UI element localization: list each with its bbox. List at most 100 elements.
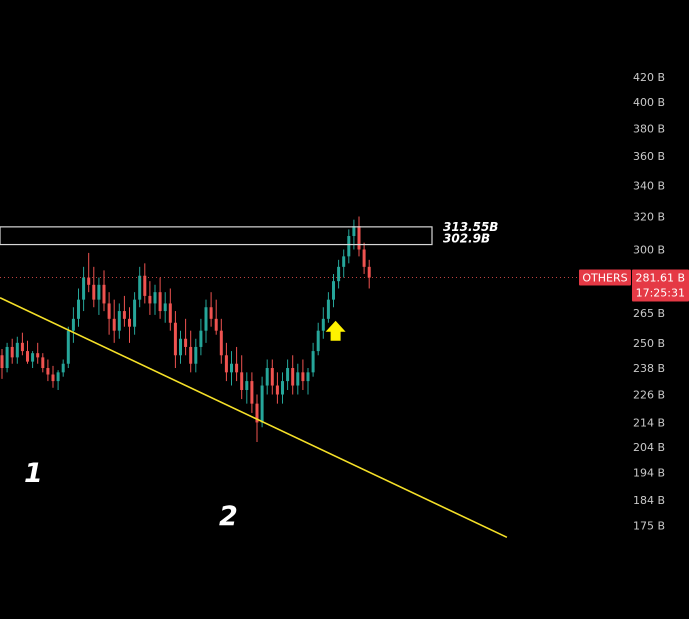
candle-body xyxy=(10,346,14,358)
price-tick-label: 400 B xyxy=(633,96,665,109)
price-tick-label: 194 B xyxy=(633,467,665,480)
candle-body xyxy=(133,299,137,327)
resistance-zone xyxy=(0,226,433,246)
candle-body xyxy=(179,338,182,356)
candle-body xyxy=(163,303,167,312)
candle-body xyxy=(321,318,325,331)
candle-body xyxy=(138,275,142,300)
candle-body xyxy=(270,368,274,386)
candle-body xyxy=(367,266,371,278)
candle-body xyxy=(102,284,106,304)
candle-body xyxy=(0,355,4,369)
candle-body xyxy=(291,368,295,386)
pivot-label-2: 2 xyxy=(219,501,238,532)
candle-body xyxy=(61,363,65,373)
symbol-badge xyxy=(579,269,631,286)
candles-layer xyxy=(0,216,371,442)
price-tick-label: 204 B xyxy=(633,441,665,454)
candle-body xyxy=(337,266,341,282)
candle-body xyxy=(326,299,330,319)
candle-body xyxy=(168,303,172,323)
price-axis[interactable]: 420 B 400 B 380 B 360 B 340 B 320 B 300 B 265 B… xyxy=(633,71,665,532)
candle-body xyxy=(66,330,70,364)
candle-body xyxy=(245,381,249,390)
candle-body xyxy=(41,357,45,369)
candle-body xyxy=(204,307,208,331)
candle-body xyxy=(184,338,188,347)
candle-body xyxy=(214,318,218,331)
candle-body xyxy=(173,322,177,356)
candle-body xyxy=(97,284,101,300)
countdown-label: 17:25:31 xyxy=(636,287,685,300)
candle-body xyxy=(362,249,366,267)
trendline xyxy=(0,297,508,539)
price-tick-label: 360 B xyxy=(633,150,665,163)
candle-body xyxy=(51,374,55,382)
price-tick-label: 214 B xyxy=(633,416,665,429)
candle-body xyxy=(265,368,269,386)
symbol-label: OTHERS xyxy=(582,272,627,285)
arrow-up-icon xyxy=(325,320,346,341)
zone-top-label: 313.55B xyxy=(443,220,498,234)
price-tick-label: 320 B xyxy=(633,210,665,223)
last-price-badge: OTHERS 281.61 B 17:25:31 xyxy=(579,269,689,302)
candle-body xyxy=(316,330,320,352)
candle-body xyxy=(275,385,279,395)
candle-body xyxy=(332,281,335,300)
candle-body xyxy=(357,226,361,250)
candle-body xyxy=(117,311,121,331)
candle-body xyxy=(311,351,315,373)
candle-body xyxy=(286,368,290,382)
candle-body xyxy=(189,346,193,364)
candle-body xyxy=(112,318,116,331)
price-tick-label: 238 B xyxy=(633,362,665,375)
price-tick-label: 380 B xyxy=(633,122,665,135)
price-tick-label: 184 B xyxy=(633,494,665,507)
price-tick-label: 175 B xyxy=(633,519,665,532)
candle-body xyxy=(224,355,228,373)
candle-body xyxy=(26,351,29,362)
candle-body xyxy=(92,284,96,300)
candle-body xyxy=(87,277,91,285)
candle-body xyxy=(153,292,157,304)
price-tick-label: 420 B xyxy=(633,71,665,84)
candle-body xyxy=(230,363,233,373)
last-price-label: 281.61 B xyxy=(635,272,685,285)
price-tick-label: 300 B xyxy=(633,243,665,256)
candle-body xyxy=(235,363,239,373)
candle-body xyxy=(281,381,284,395)
price-tick-label: 226 B xyxy=(633,389,665,402)
candle-body xyxy=(260,385,264,423)
candle-body xyxy=(56,372,60,382)
candle-body xyxy=(301,372,305,382)
zone-bottom-label: 302.9B xyxy=(443,232,490,246)
candle-body xyxy=(20,342,24,352)
candle-body xyxy=(342,256,346,267)
candle-body xyxy=(250,381,254,404)
candle-body xyxy=(5,346,9,369)
candle-body xyxy=(143,275,147,296)
price-tick-label: 340 B xyxy=(633,179,665,192)
candle-body xyxy=(71,318,75,331)
candle-body xyxy=(148,295,152,304)
candle-body xyxy=(77,299,80,319)
candle-body xyxy=(352,226,356,237)
candle-body xyxy=(296,372,300,386)
candle-body xyxy=(219,330,223,356)
candle-body xyxy=(122,311,126,319)
candle-body xyxy=(82,277,86,300)
candle-body xyxy=(306,372,310,382)
candle-body xyxy=(255,403,259,423)
candle-body xyxy=(15,342,19,358)
candle-body xyxy=(31,353,35,362)
candle-body xyxy=(36,353,40,358)
candle-body xyxy=(158,292,162,312)
candle-body xyxy=(347,236,351,257)
candle-body xyxy=(194,346,198,364)
price-tick-label: 250 B xyxy=(633,337,665,350)
candle-body xyxy=(199,330,203,347)
candle-body xyxy=(107,303,111,319)
